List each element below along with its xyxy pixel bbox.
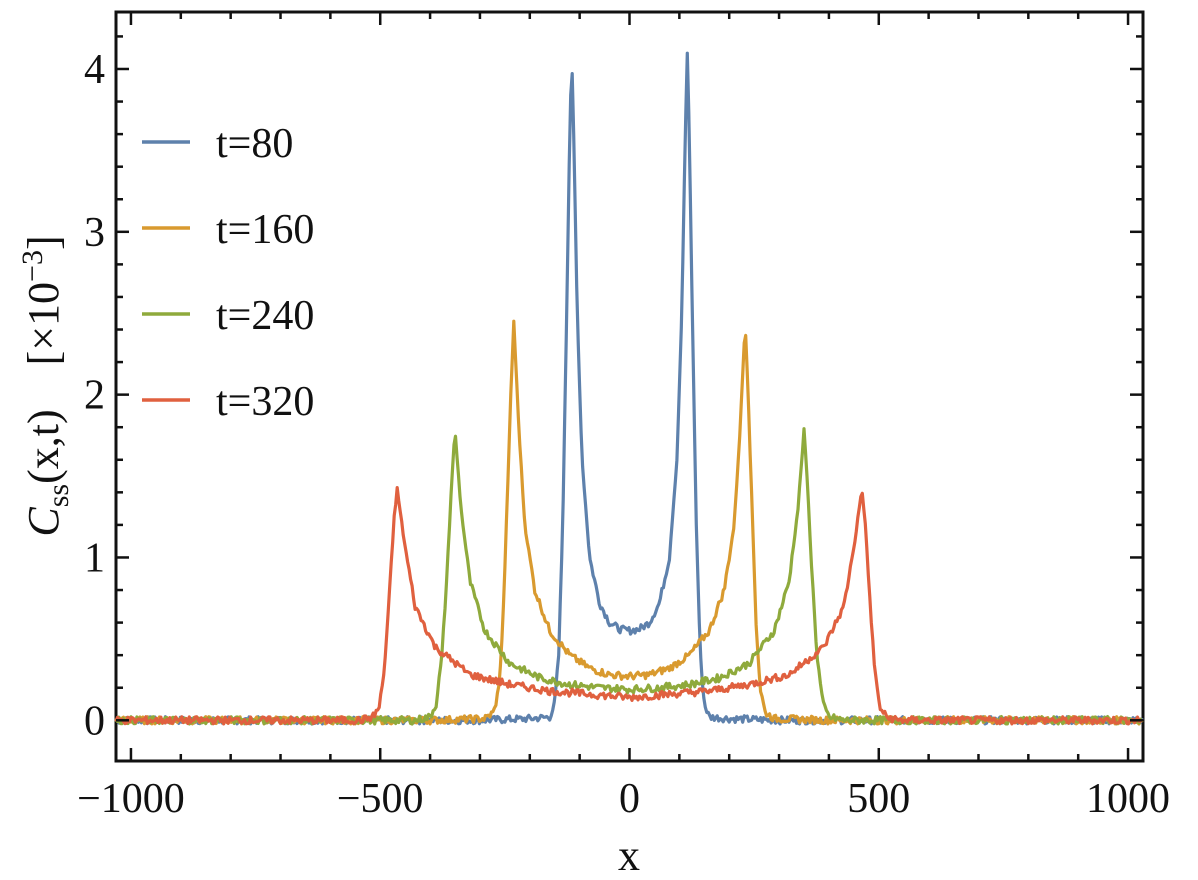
y-tick-label: 1 — [84, 535, 105, 581]
series-line-3 — [114, 427, 1143, 726]
legend-label: t=240 — [216, 293, 314, 339]
y-axis-label: Css(x,t) [×10−3] — [16, 235, 75, 536]
x-tick-label: 0 — [619, 776, 640, 822]
x-tick-label: −500 — [337, 776, 424, 822]
legend: t=80 t=160 t=240 t=320 — [142, 121, 314, 425]
y-label-subscript: ss — [42, 484, 75, 507]
legend-label: t=80 — [216, 121, 293, 167]
svg-text:Css(x,t)[×10−3]: Css(x,t) [×10−3] — [16, 235, 75, 536]
y-tick-label: 2 — [84, 373, 105, 419]
y-tick-label: 4 — [84, 47, 105, 93]
x-tick-label: 1000 — [1086, 776, 1170, 822]
y-label-symbol: C — [19, 507, 68, 537]
x-tick-labels: −1000 −500 0 500 1000 — [77, 776, 1170, 822]
y-label-args: (x,t) — [19, 409, 68, 484]
y-tick-label: 3 — [84, 210, 105, 256]
axis-ticks — [116, 12, 1143, 761]
x-tick-label: −1000 — [77, 776, 185, 822]
y-label-scale-exp: −3 — [16, 250, 49, 282]
y-tick-label: 0 — [84, 698, 105, 744]
x-tick-label: 500 — [847, 776, 910, 822]
y-tick-labels: 0 1 2 3 4 — [84, 47, 105, 744]
series-line-4 — [114, 486, 1143, 726]
x-axis-label: x — [618, 831, 640, 880]
data-curves — [114, 51, 1144, 726]
legend-label: t=160 — [216, 207, 314, 253]
y-label-scale: [×10 — [19, 282, 68, 365]
legend-label: t=320 — [216, 379, 314, 425]
y-label-scale-close: ] — [19, 235, 68, 250]
